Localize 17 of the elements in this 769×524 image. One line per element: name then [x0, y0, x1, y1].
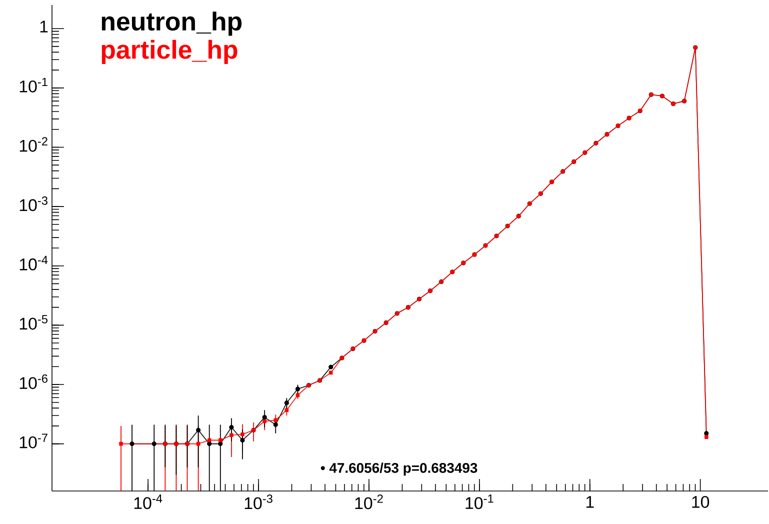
annotation: • 47.6056/53 p=0.683493: [320, 462, 478, 476]
y-tick-label: 10$^{-3}$: [20, 196, 48, 212]
text: neutron_hp: [102, 12, 242, 36]
y-tick-label: 10$^{-2}$: [20, 137, 48, 152]
y-tick-label: 10$^{-4}$: [20, 256, 48, 270]
x-tick-label: 10$^{-3}$: [244, 494, 272, 510]
y-tick-label: 10$^{-5}$: [20, 315, 48, 330]
x-tick-label: 10$^{-1}$: [466, 494, 494, 510]
x-tick-label: 1: [586, 496, 594, 508]
x-tick-label: 10$^{-4}$: [134, 494, 162, 510]
text: particle_hp: [102, 40, 238, 64]
y-tick-label: 1: [40, 20, 48, 32]
x-tick-label: 10: [692, 496, 710, 508]
x-tick-label: 10$^{-2}$: [355, 494, 383, 510]
y-tick-label: 10$^{-7}$: [20, 434, 48, 448]
y-tick-label: 10$^{-6}$: [20, 374, 48, 390]
y-tick-label: 10$^{-1}$: [20, 78, 48, 92]
